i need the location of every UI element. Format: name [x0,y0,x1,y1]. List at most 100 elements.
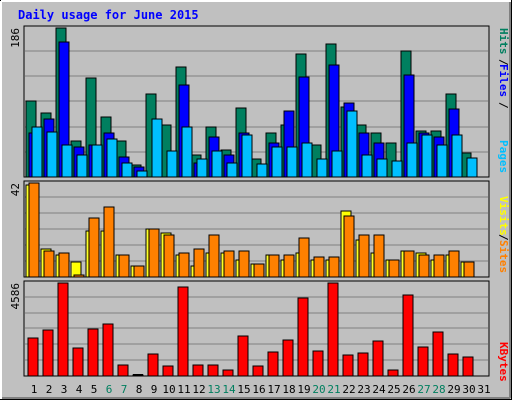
bar-sites-25 [388,259,400,278]
legend-bottom: KBytes [497,342,510,382]
bar-kbytes-27 [417,346,429,377]
x-tick-label: 7 [121,383,128,396]
x-tick-label: 19 [297,383,310,396]
x-tick-label: 8 [136,383,143,396]
bar-kbytes-6 [102,323,114,377]
bar-sites-17 [268,254,280,278]
panel-1: 42 [9,180,490,278]
bar-pages-8 [136,170,148,178]
bar-sites-22 [343,215,355,278]
bar-kbytes-4 [72,347,84,377]
legend-files: Files [497,64,510,97]
legend-pages: Pages [497,140,510,173]
y-max-label: 186 [9,28,22,48]
bar-sites-20 [313,256,325,278]
bar-sites-5 [88,217,100,278]
x-tick-label: 15 [237,383,250,396]
bar-sites-21 [328,256,340,278]
legend-visits: Visits [497,196,510,236]
x-tick-label: 14 [222,383,236,396]
bar-sites-16 [253,263,265,278]
bar-pages-12 [196,158,208,178]
legend-kbytes: KBytes [497,342,510,382]
bar-kbytes-21 [327,282,339,377]
bar-kbytes-12 [192,364,204,377]
x-axis-labels: 1 2 3 4 5 6 7 8 9 10 11 12 13 14 15 16 17 18 19 20 21 22 23 24 2… [31,383,491,396]
x-tick-label: 30 [462,383,475,396]
bar-sites-3 [58,252,70,278]
bar-sites-28 [433,254,445,278]
bar-pages-10 [166,150,178,178]
bar-pages-25 [391,160,403,178]
bar-kbytes-16 [252,365,264,377]
bar-sites-19 [298,237,310,278]
bar-sites-12 [193,248,205,278]
bar-pages-26 [406,142,418,178]
x-tick-label: 18 [282,383,295,396]
bar-pages-2 [46,131,58,178]
bar-pages-19 [301,142,313,178]
panel-0: 186 [9,25,490,178]
legend-middle: Sites / Visits [497,196,510,273]
bar-kbytes-2 [42,329,54,377]
bar-pages-6 [106,138,118,178]
x-tick-label: 28 [432,383,445,396]
x-tick-label: 24 [372,383,386,396]
x-tick-label: 16 [252,383,265,396]
bar-pages-9 [151,118,163,178]
x-tick-label: 13 [207,383,220,396]
x-tick-label: 9 [151,383,158,396]
bar-pages-14 [226,162,238,178]
bar-pages-3 [61,144,73,178]
bar-sites-1 [28,182,40,278]
bar-kbytes-7 [117,364,129,377]
y-max-label: 42 [9,183,22,196]
bar-pages-22 [346,110,358,178]
bar-pages-1 [31,126,43,178]
bar-kbytes-24 [372,340,384,377]
bar-kbytes-3 [57,282,69,377]
legend-sep: / [497,59,510,66]
bar-kbytes-20 [312,350,324,377]
bar-pages-11 [181,126,193,178]
bar-sites-4 [73,274,85,278]
bar-sites-23 [358,234,370,278]
bar-kbytes-11 [177,286,189,377]
x-tick-label: 27 [417,383,430,396]
chart-panels: 186 42 4586 [9,25,490,377]
x-tick-label: 29 [447,383,460,396]
bar-sites-24 [373,234,385,278]
x-tick-label: 5 [91,383,98,396]
bar-sites-30 [463,261,475,278]
bar-sites-2 [43,250,55,278]
bar-pages-21 [331,150,343,178]
bar-kbytes-5 [87,328,99,377]
bar-pages-18 [286,146,298,178]
bar-sites-11 [178,252,190,278]
bar-pages-15 [241,134,253,178]
bar-pages-20 [316,158,328,178]
bar-sites-15 [238,250,250,278]
x-tick-label: 4 [76,383,83,396]
bar-sites-29 [448,250,460,278]
bar-kbytes-17 [267,351,279,377]
bar-kbytes-29 [447,353,459,377]
x-tick-label: 26 [402,383,415,396]
x-tick-label: 23 [357,383,370,396]
bar-pages-17 [271,146,283,178]
bar-sites-8 [133,265,145,278]
x-tick-label: 25 [387,383,400,396]
bar-pages-13 [211,150,223,178]
bar-pages-27 [421,134,433,178]
x-tick-label: 31 [477,383,490,396]
x-tick-label: 11 [177,383,190,396]
bar-kbytes-23 [357,352,369,377]
bar-pages-5 [91,144,103,178]
bar-sites-7 [118,254,130,278]
x-tick-label: 21 [327,383,340,396]
bar-pages-16 [256,163,268,178]
y-max-label: 4586 [9,283,22,310]
bar-kbytes-18 [282,339,294,377]
bar-kbytes-9 [147,353,159,377]
